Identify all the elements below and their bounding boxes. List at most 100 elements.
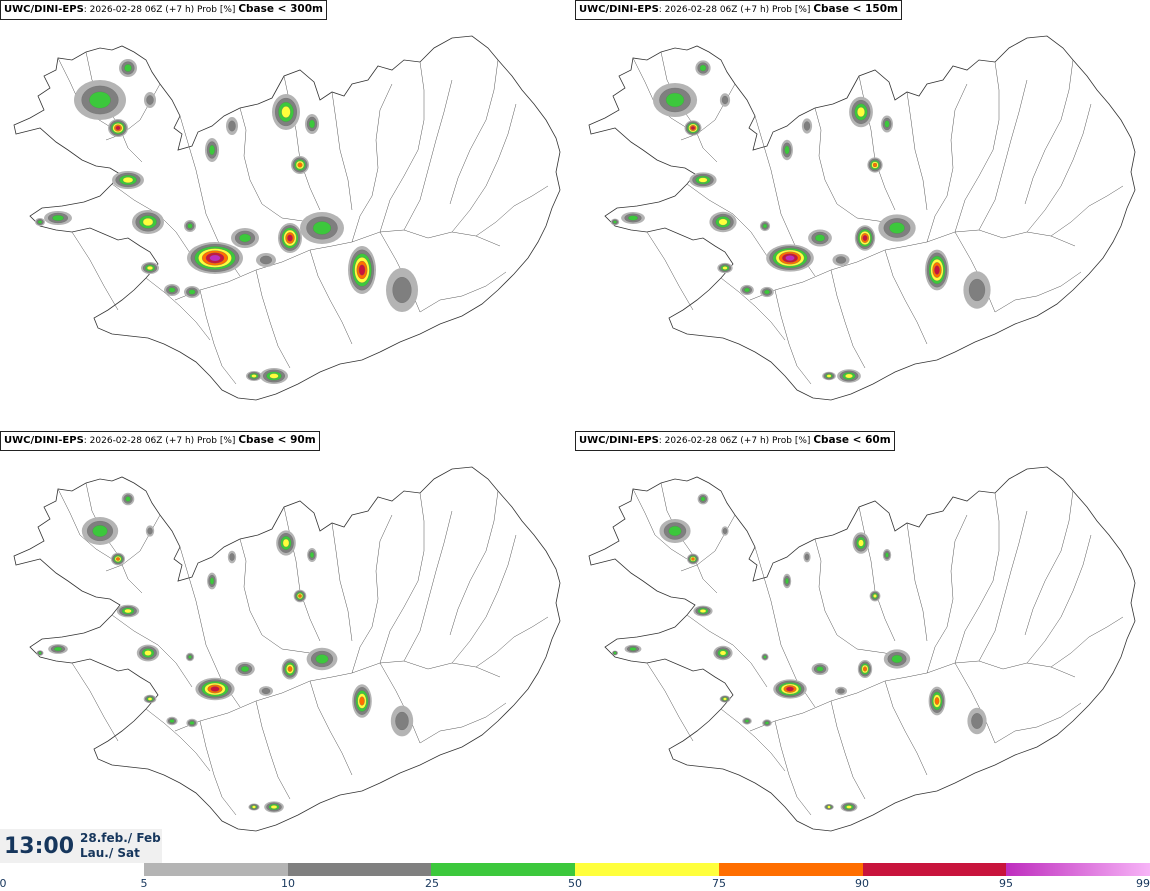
region-boundary xyxy=(720,277,786,341)
colorbar-segment xyxy=(287,863,432,876)
probability-area xyxy=(808,229,832,247)
probability-area xyxy=(259,686,273,696)
probability-area xyxy=(386,268,418,312)
valid-date-line1: 28.feb./ Feb xyxy=(80,831,161,845)
panel-title: UWC/DINI-EPS: 2026-02-28 06Z (+7 h) Prob… xyxy=(575,0,902,20)
probability-area xyxy=(35,218,45,226)
probability-area xyxy=(108,119,128,137)
probability-area xyxy=(697,493,709,505)
probability-colorbar xyxy=(144,863,1150,876)
probability-area xyxy=(205,138,219,162)
panel-title: UWC/DINI-EPS: 2026-02-28 06Z (+7 h) Prob… xyxy=(0,431,320,451)
probability-area xyxy=(781,139,793,161)
region-boundary xyxy=(906,91,928,211)
probability-area xyxy=(143,694,157,704)
region-boundary xyxy=(1024,490,1074,636)
probability-area xyxy=(854,225,876,251)
probability-area xyxy=(925,249,949,291)
region-boundary xyxy=(858,75,896,211)
colorbar-segment xyxy=(575,863,720,876)
region-boundary xyxy=(145,708,211,772)
probability-area xyxy=(740,284,754,296)
region-boundary xyxy=(646,231,694,311)
region-boundary xyxy=(85,482,143,594)
region-boundary xyxy=(449,59,499,205)
region-boundary xyxy=(351,514,393,674)
colorbar-segment xyxy=(431,863,576,876)
region-boundary xyxy=(749,660,1076,732)
coastline xyxy=(13,35,561,401)
region-boundary xyxy=(199,289,237,385)
probability-area xyxy=(721,526,729,536)
probability-area xyxy=(773,679,807,699)
region-boundary xyxy=(351,83,393,243)
probability-area xyxy=(300,212,344,244)
probability-area xyxy=(883,649,911,669)
region-boundary xyxy=(379,61,425,233)
probability-area xyxy=(878,214,916,242)
probability-area xyxy=(145,525,155,537)
probability-area xyxy=(264,801,284,813)
colorbar-tick-label: 5 xyxy=(140,877,148,890)
colorbar-segment xyxy=(144,863,289,876)
probability-area xyxy=(111,552,125,566)
region-boundary xyxy=(906,522,928,642)
probability-area xyxy=(281,658,299,680)
colorbar-segment xyxy=(718,863,864,876)
probability-area xyxy=(141,262,159,274)
probability-area xyxy=(742,717,752,725)
probability-area xyxy=(689,172,717,188)
probability-area xyxy=(717,262,733,274)
probability-area xyxy=(112,171,144,189)
map-panel-1: UWC/DINI-EPS: 2026-02-28 06Z (+7 h) Prob… xyxy=(0,0,575,430)
region-boundary xyxy=(686,614,768,688)
probability-area xyxy=(235,662,255,676)
region-boundary xyxy=(451,103,517,233)
probability-area xyxy=(132,210,164,234)
probability-area xyxy=(185,652,195,662)
region-boundary xyxy=(403,79,453,231)
region-boundary xyxy=(774,720,812,816)
region-boundary xyxy=(451,534,517,664)
probability-area xyxy=(195,677,235,701)
colorbar-segment xyxy=(862,863,1007,876)
probability-area xyxy=(766,244,814,272)
probability-area xyxy=(207,572,217,590)
probability-area xyxy=(659,519,691,543)
probability-area xyxy=(928,686,946,716)
region-boundary xyxy=(858,506,896,642)
region-boundary xyxy=(814,538,908,660)
region-boundary xyxy=(978,79,1028,231)
region-boundary xyxy=(686,183,768,257)
coastline xyxy=(13,466,561,832)
region-boundary xyxy=(680,514,736,572)
region-boundary xyxy=(1050,616,1124,668)
region-boundary xyxy=(309,249,353,345)
probability-area xyxy=(293,589,307,603)
region-boundary xyxy=(884,249,928,345)
region-boundary xyxy=(255,269,291,369)
probability-area xyxy=(144,92,156,108)
probability-area xyxy=(272,94,300,130)
probability-area xyxy=(36,650,44,656)
probability-area xyxy=(74,80,126,120)
region-boundary xyxy=(830,269,866,369)
probability-area xyxy=(840,802,858,812)
probability-area xyxy=(186,718,198,728)
probability-area xyxy=(835,686,847,696)
region-boundary xyxy=(255,700,291,800)
probability-area xyxy=(291,156,309,174)
region-boundary xyxy=(331,91,353,211)
colorbar-segment xyxy=(1006,863,1150,876)
probability-area xyxy=(184,220,196,232)
region-boundary xyxy=(475,616,549,668)
probability-area xyxy=(811,663,829,675)
probability-area xyxy=(231,228,259,248)
probability-area xyxy=(869,590,881,602)
probability-area xyxy=(81,517,119,545)
region-boundary xyxy=(926,83,968,243)
valid-time-box: 13:00 28.feb./ Feb Lau./ Sat xyxy=(0,829,162,863)
probability-area xyxy=(719,93,731,107)
region-boundary xyxy=(199,720,237,816)
probability-area xyxy=(276,530,296,556)
